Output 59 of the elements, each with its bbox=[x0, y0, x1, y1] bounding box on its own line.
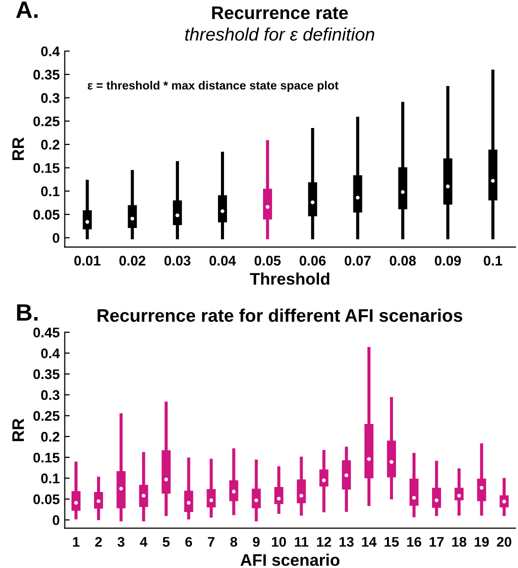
chart-title: Recurrence rate for different AFI scenarios bbox=[98, 308, 462, 322]
y-tick-label: 0.15 bbox=[33, 452, 60, 463]
x-tick-label: 10 bbox=[272, 536, 286, 547]
x-axis-title: AFI scenario bbox=[240, 554, 340, 566]
x-tick-label: 16 bbox=[407, 536, 422, 547]
x-tick-label: 3 bbox=[118, 536, 124, 547]
x-tick-label: 9 bbox=[252, 536, 260, 547]
x-axis-title: Threshold bbox=[250, 272, 330, 285]
y-tick-label: 0.2 bbox=[41, 140, 60, 150]
y-tick-label: 0.05 bbox=[33, 210, 60, 220]
x-tick-label: 15 bbox=[384, 537, 399, 547]
x-tick-label: 19 bbox=[474, 536, 489, 547]
x-tick-label: 18 bbox=[452, 536, 466, 547]
x-tick-label: 0.05 bbox=[254, 256, 281, 266]
y-tick-label: 0.25 bbox=[33, 411, 60, 421]
text: A. bbox=[16, 2, 38, 18]
x-tick-label: 2 bbox=[95, 536, 102, 547]
x-tick-label: 0.07 bbox=[344, 256, 371, 266]
y-tick-label: 0.3 bbox=[41, 390, 60, 400]
x-tick-label: 0.1 bbox=[484, 256, 502, 266]
x-tick-label: 0.06 bbox=[300, 256, 326, 266]
text: B. bbox=[17, 304, 38, 321]
y-tick-label: 0.4 bbox=[41, 46, 60, 56]
x-tick-label: 0.09 bbox=[434, 256, 461, 266]
x-tick-label: 8 bbox=[230, 536, 238, 547]
y-tick-label: 0.25 bbox=[33, 116, 60, 126]
y-tick-label: 0.1 bbox=[41, 186, 60, 196]
x-tick-label: 14 bbox=[362, 537, 377, 547]
x-tick-label: 6 bbox=[185, 536, 192, 547]
y-tick-label: 0.45 bbox=[33, 328, 60, 338]
x-tick-label: 5 bbox=[162, 537, 170, 547]
y-tick-label: 0 bbox=[52, 515, 60, 526]
y-tick-label: 0.1 bbox=[41, 474, 60, 484]
x-tick-label: 12 bbox=[317, 536, 332, 547]
x-tick-label: 7 bbox=[208, 537, 214, 547]
y-axis-title: RR bbox=[12, 137, 24, 160]
x-tick-label: 0.08 bbox=[390, 256, 416, 266]
y-tick-label: 0 bbox=[52, 233, 60, 243]
y-tick-label: 0.35 bbox=[33, 369, 60, 380]
y-tick-label: 0.2 bbox=[41, 432, 60, 442]
y-tick-label: 0.35 bbox=[33, 70, 60, 80]
x-tick-label: 1 bbox=[73, 537, 80, 547]
x-tick-label: 0.02 bbox=[119, 256, 146, 266]
x-tick-label: 17 bbox=[430, 537, 444, 547]
annotation: ε = threshold * max distance state space plot bbox=[88, 80, 338, 92]
x-tick-label: 11 bbox=[294, 537, 308, 547]
x-tick-label: 0.04 bbox=[210, 256, 236, 266]
y-tick-label: 0.15 bbox=[33, 163, 60, 173]
y-tick-label: 0.05 bbox=[33, 494, 60, 504]
x-tick-label: 0.01 bbox=[74, 256, 100, 266]
chart-title: Recurrence rate bbox=[212, 6, 348, 20]
x-tick-label: 20 bbox=[496, 536, 512, 547]
y-axis-title: RR bbox=[12, 418, 24, 442]
y-tick-label: 0.3 bbox=[41, 93, 60, 103]
x-tick-label: 13 bbox=[340, 536, 354, 547]
x-tick-label: 0.03 bbox=[164, 256, 190, 266]
chart-subtitle: threshold for ε definition bbox=[185, 27, 374, 41]
y-tick-label: 0.4 bbox=[41, 348, 60, 358]
x-tick-label: 4 bbox=[140, 537, 148, 547]
